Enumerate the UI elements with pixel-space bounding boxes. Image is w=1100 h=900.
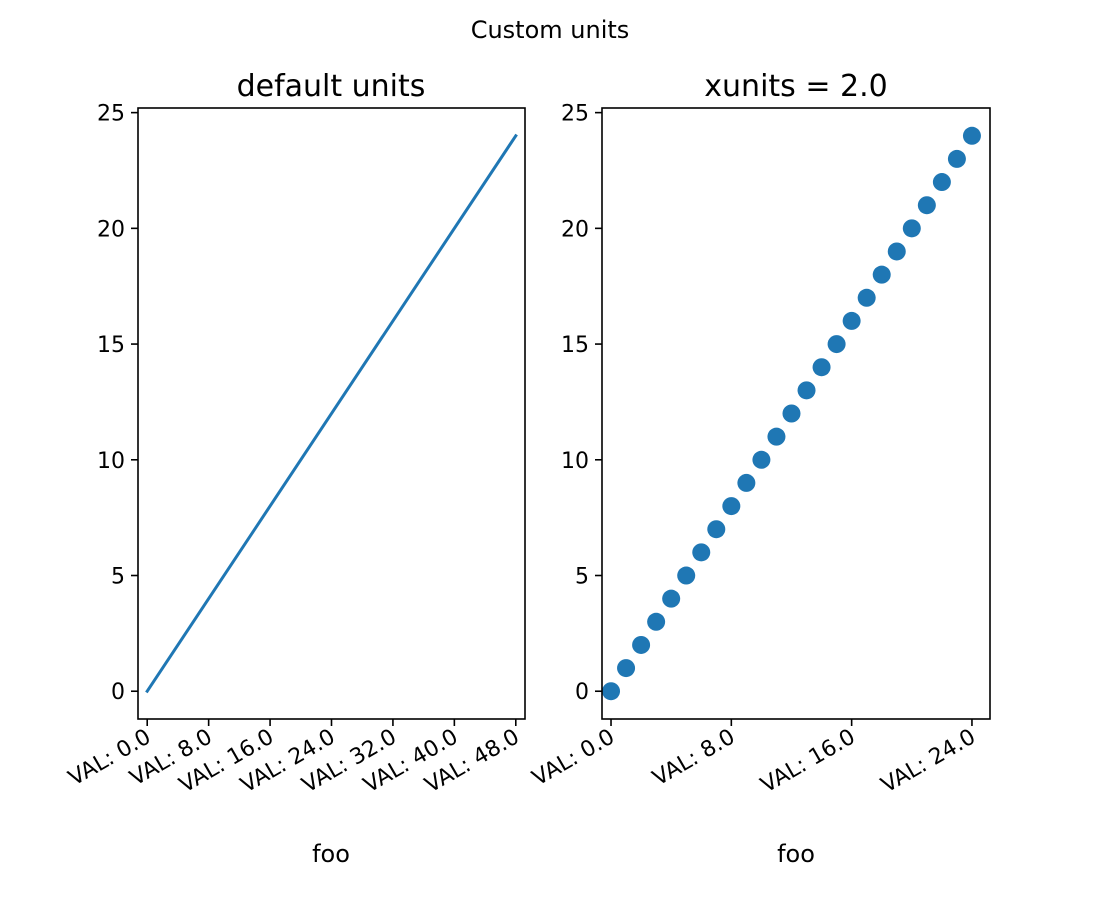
data-point — [647, 612, 666, 631]
x-tick-label: VAL: 8.0 — [649, 725, 740, 792]
data-point — [902, 219, 921, 238]
data-point — [887, 242, 906, 261]
data-point — [692, 543, 711, 562]
plot-area — [145, 133, 518, 694]
data-point — [617, 659, 636, 678]
data-point — [677, 566, 696, 585]
axes-xunits: xunits = 2.0 0 5 10 15 20 25 VAL: 0.0 VAL: 8.0… — [528, 69, 991, 868]
data-point — [782, 404, 801, 423]
data-point — [632, 635, 651, 654]
figure-suptitle: Custom units — [471, 16, 630, 44]
x-axis-label: foo — [777, 840, 815, 868]
y-tick-label: 20 — [97, 217, 125, 242]
data-point — [797, 381, 816, 400]
y-tick-label: 5 — [575, 565, 589, 590]
y-axis: 0 5 10 15 20 25 — [97, 102, 138, 705]
data-point — [872, 265, 891, 284]
y-tick-label: 0 — [111, 680, 125, 705]
data-point — [767, 427, 786, 446]
y-tick-label: 5 — [111, 565, 125, 590]
x-axis-label: foo — [312, 840, 350, 868]
x-axis: VAL: 0.0 VAL: 8.0 VAL: 16.0 VAL: 24.0 — [528, 719, 980, 798]
y-tick-label: 15 — [97, 333, 125, 358]
y-tick-label: 10 — [97, 449, 125, 474]
x-tick-label: VAL: 0.0 — [528, 725, 619, 792]
data-point — [737, 473, 756, 492]
axes-frame — [601, 107, 991, 720]
data-point — [722, 497, 741, 516]
data-point — [707, 520, 726, 539]
data-point — [602, 682, 621, 701]
data-point — [812, 358, 831, 377]
data-point — [827, 335, 846, 354]
data-point — [947, 149, 966, 168]
y-tick-label: 25 — [561, 102, 589, 127]
y-tick-label: 25 — [97, 102, 125, 127]
y-tick-label: 0 — [575, 680, 589, 705]
x-tick-label: VAL: 24.0 — [877, 725, 980, 799]
y-axis: 0 5 10 15 20 25 — [561, 102, 602, 705]
data-point — [962, 126, 981, 145]
plot-area — [602, 126, 981, 701]
x-tick-label: VAL: 16.0 — [757, 725, 860, 799]
axes-title: xunits = 2.0 — [704, 69, 887, 104]
y-tick-label: 15 — [561, 333, 589, 358]
y-tick-label: 20 — [561, 217, 589, 242]
series-line — [145, 133, 518, 694]
data-point — [752, 450, 771, 469]
data-point — [662, 589, 681, 608]
y-tick-label: 10 — [561, 449, 589, 474]
data-point — [842, 311, 861, 330]
data-point — [932, 173, 951, 192]
axes-title: default units — [237, 69, 426, 104]
data-point — [857, 288, 876, 307]
data-point — [917, 196, 936, 215]
